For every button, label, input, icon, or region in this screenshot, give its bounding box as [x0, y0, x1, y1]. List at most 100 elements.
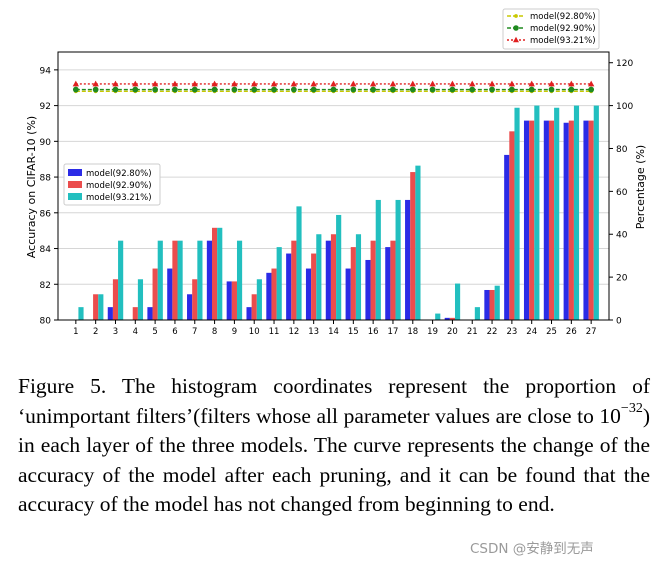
bar — [534, 105, 540, 320]
bar — [509, 131, 515, 320]
bar — [336, 214, 342, 320]
line-legend-box — [502, 8, 600, 50]
line-point — [310, 86, 317, 93]
bar — [291, 240, 297, 320]
x-tick-label: 24 — [526, 327, 537, 337]
bar — [350, 247, 356, 320]
bar — [325, 240, 331, 320]
x-tick-label: 26 — [566, 327, 577, 337]
bar — [435, 313, 441, 320]
y-axis-left: 80 82 84 86 88 90 92 94 — [40, 66, 58, 327]
legend-swatch — [68, 181, 82, 188]
bar — [370, 240, 376, 320]
bar — [118, 240, 124, 320]
legend-label: model(93.21%) — [530, 36, 596, 46]
line-point — [270, 80, 278, 87]
line-point — [92, 86, 99, 93]
bar — [112, 279, 119, 320]
line-point — [251, 80, 258, 87]
y-left-tick-label: 84 — [40, 245, 52, 255]
line-point — [409, 86, 416, 93]
bar — [177, 240, 183, 320]
bar — [197, 240, 203, 320]
bar — [276, 247, 282, 320]
bar — [78, 307, 84, 320]
bar — [266, 272, 272, 320]
line-point — [112, 86, 119, 93]
bar — [375, 199, 381, 320]
line-point — [390, 86, 396, 93]
y-left-tick-label: 80 — [40, 317, 52, 327]
line-point — [330, 80, 337, 87]
x-tick-label: 21 — [467, 327, 478, 337]
y-left-tick-label: 90 — [40, 138, 52, 148]
x-tick-label: 27 — [586, 327, 597, 337]
line-point — [350, 86, 357, 93]
line-point — [231, 86, 238, 93]
x-tick-label: 1 — [73, 327, 78, 337]
line-point — [211, 80, 218, 87]
line-point — [211, 86, 218, 93]
bar-layer — [78, 105, 599, 320]
bar — [296, 206, 302, 320]
bar — [410, 172, 416, 320]
bar — [93, 294, 99, 320]
line-point — [310, 80, 317, 87]
bar — [514, 107, 520, 320]
bar — [98, 294, 104, 320]
line-point — [489, 86, 495, 93]
bar — [385, 247, 391, 320]
line-legend: model(92.80%) model(92.90%) model(93.21%) — [502, 8, 600, 50]
y-axis-right: 0 20 40 60 80 100 120 — [609, 59, 633, 327]
line-point — [449, 86, 456, 93]
bar — [593, 105, 599, 320]
x-tick-label: 16 — [368, 327, 379, 337]
x-tick-label: 2 — [93, 327, 98, 337]
x-tick-label: 5 — [152, 327, 157, 337]
bar — [529, 120, 535, 320]
x-tick-label: 20 — [447, 327, 458, 337]
y-left-tick-label: 92 — [40, 102, 51, 112]
line-point — [528, 80, 535, 87]
bar — [226, 281, 232, 320]
x-tick-label: 7 — [192, 327, 197, 337]
bar — [489, 289, 495, 320]
line-point — [231, 80, 238, 87]
x-tick-label: 10 — [249, 327, 260, 337]
legend-marker — [514, 14, 518, 18]
x-tick-label: 11 — [269, 327, 280, 337]
bar — [563, 122, 569, 320]
line-point — [587, 80, 595, 87]
y-right-tick-label: 60 — [616, 188, 628, 198]
legend-swatch — [68, 193, 82, 200]
x-tick-label: 9 — [232, 327, 237, 337]
line-point — [409, 80, 416, 87]
legend-label: model(92.80%) — [86, 169, 152, 179]
bar — [271, 268, 277, 320]
x-tick-label: 19 — [427, 327, 438, 337]
line-point — [271, 86, 277, 93]
line-point — [132, 80, 139, 87]
bar — [147, 307, 153, 320]
caption-text-1: Figure 5. The histogram coordinates repr… — [18, 374, 650, 428]
line-point — [251, 86, 258, 93]
legend-marker — [513, 25, 519, 31]
bar — [504, 154, 510, 320]
bar — [568, 120, 574, 320]
line-point — [508, 86, 515, 93]
bar — [152, 268, 158, 320]
line-point — [429, 80, 436, 87]
line-point — [429, 86, 436, 93]
x-tick-label: 8 — [212, 327, 217, 337]
bar — [217, 227, 223, 320]
line-point — [369, 80, 377, 87]
line-point — [488, 80, 496, 87]
line-point — [290, 86, 297, 93]
bar-legend: model(92.80%) model(92.90%) model(93.21%) — [63, 163, 161, 206]
y-right-tick-label: 100 — [616, 102, 633, 112]
bar — [311, 253, 317, 320]
bar — [415, 165, 421, 320]
bar — [548, 120, 555, 320]
bar — [246, 307, 252, 320]
bar — [286, 253, 292, 320]
